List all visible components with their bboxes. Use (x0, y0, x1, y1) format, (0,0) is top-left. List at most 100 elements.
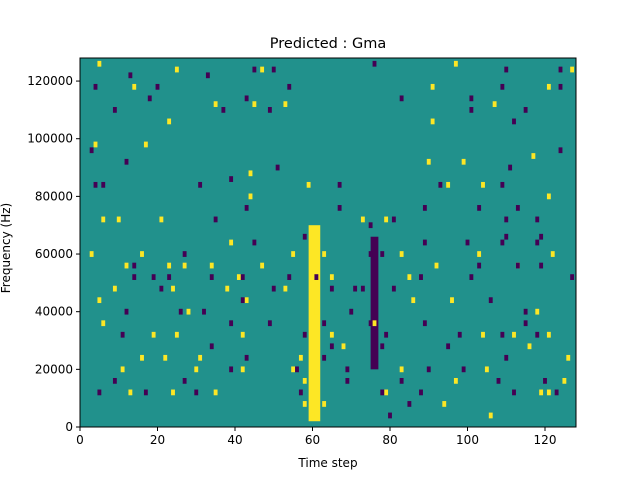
low-value-cell (155, 83, 160, 90)
high-value-cell (484, 366, 489, 373)
low-value-cell (349, 308, 354, 315)
high-value-cell (481, 331, 485, 338)
high-energy-band (308, 225, 321, 422)
low-value-cell (124, 308, 129, 315)
low-value-cell (205, 72, 210, 79)
x-tick-label: 0 (76, 433, 84, 447)
low-value-cell (469, 95, 474, 102)
high-value-cell (426, 158, 431, 165)
low-value-cell (240, 274, 245, 280)
high-value-cell (213, 101, 218, 108)
y-tick-label: 0 (65, 420, 73, 434)
high-value-cell (384, 389, 389, 396)
high-value-cell (442, 401, 447, 407)
high-value-cell (124, 262, 129, 269)
low-value-cell (539, 233, 544, 240)
high-value-cell (225, 285, 230, 292)
high-value-cell (322, 401, 327, 407)
high-value-cell (477, 251, 482, 257)
low-value-cell (209, 343, 214, 350)
low-value-cell (488, 297, 493, 304)
high-value-cell (240, 366, 245, 373)
low-value-cell (314, 274, 319, 280)
low-value-cell (504, 233, 509, 240)
low-value-cell (500, 83, 505, 90)
high-value-cell (128, 389, 133, 396)
low-value-cell (469, 274, 474, 280)
low-value-cell (523, 308, 528, 315)
high-value-cell (229, 239, 234, 246)
x-tick-label: 80 (382, 433, 397, 447)
low-value-cell (535, 216, 540, 223)
high-value-cell (260, 66, 265, 73)
low-energy-band (370, 236, 379, 370)
heatmap-cells (89, 60, 575, 422)
high-value-cell (322, 251, 327, 257)
x-axis-label: Time step (297, 456, 357, 470)
high-value-cell (171, 389, 175, 396)
high-value-cell (546, 389, 551, 396)
low-value-cell (244, 354, 249, 361)
low-value-cell (399, 377, 404, 384)
y-tick-label: 120000 (27, 74, 73, 88)
low-value-cell (457, 331, 462, 338)
high-value-cell (546, 193, 551, 200)
low-value-cell (504, 216, 509, 223)
high-value-cell (512, 331, 516, 338)
high-value-cell (566, 354, 571, 361)
plot-frame (79, 57, 577, 428)
low-value-cell (399, 95, 404, 102)
high-value-cell (132, 83, 137, 90)
low-value-cell (271, 285, 276, 292)
high-value-cell (399, 251, 404, 257)
low-value-cell (120, 331, 125, 338)
high-value-cell (174, 66, 179, 73)
y-tick-label: 20000 (35, 362, 73, 376)
x-tick-label: 120 (534, 433, 557, 447)
low-value-cell (112, 377, 117, 384)
low-value-cell (244, 205, 249, 211)
y-axis-label: Frequency (Hz) (0, 203, 13, 294)
high-value-cell (302, 401, 307, 407)
low-value-cell (244, 95, 249, 102)
low-value-cell (558, 147, 563, 154)
low-value-cell (198, 181, 203, 188)
low-value-cell (446, 343, 451, 350)
chart-title: Predicted : Gma (270, 36, 386, 52)
high-value-cell (174, 331, 179, 338)
high-value-cell (550, 251, 555, 257)
high-value-cell (527, 343, 532, 350)
low-value-cell (368, 222, 373, 229)
y-tick-label: 80000 (35, 189, 73, 203)
high-value-cell (101, 216, 106, 223)
low-value-cell (422, 320, 427, 327)
low-value-cell (167, 274, 172, 280)
high-value-cell (360, 216, 365, 223)
high-value-cell (198, 354, 203, 361)
high-value-cell (244, 297, 249, 304)
high-value-cell (89, 251, 94, 257)
y-tick-label: 100000 (27, 132, 73, 146)
high-value-cell (434, 262, 439, 269)
low-value-cell (419, 389, 423, 396)
low-value-cell (182, 377, 187, 384)
low-value-cell (112, 107, 117, 113)
low-value-cell (101, 181, 106, 188)
low-value-cell (512, 389, 516, 396)
high-value-cell (314, 308, 319, 315)
low-value-cell (93, 181, 98, 188)
low-value-cell (388, 412, 392, 419)
high-value-cell (252, 101, 257, 108)
low-value-cell (97, 389, 102, 396)
low-value-cell (438, 181, 443, 188)
high-value-cell (101, 320, 106, 327)
high-value-cell (112, 285, 117, 292)
low-value-cell (535, 239, 540, 246)
low-value-cell (500, 181, 505, 188)
high-value-cell (488, 412, 493, 419)
x-tick-label: 40 (227, 433, 242, 447)
low-value-cell (504, 354, 509, 361)
high-value-cell (399, 366, 404, 373)
